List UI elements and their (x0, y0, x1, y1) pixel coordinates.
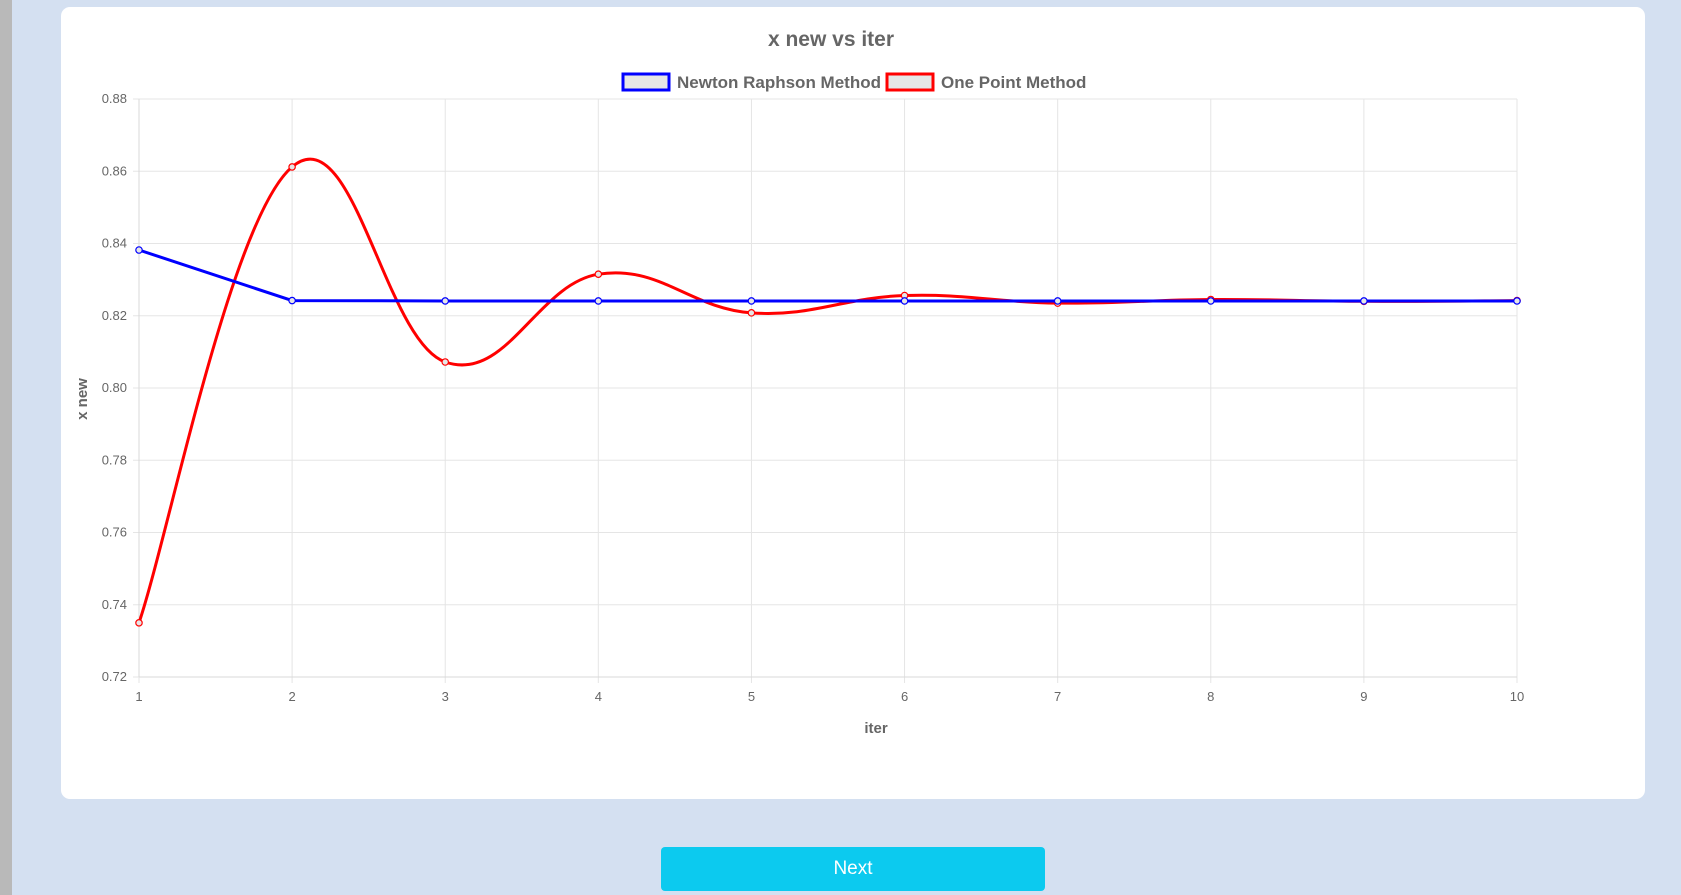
newton-raphson-method-point (1053, 297, 1062, 305)
y-tick-label: 0.80 (102, 380, 127, 395)
y-tick-label: 0.76 (102, 525, 127, 540)
one-point-method-point (441, 358, 450, 366)
legend-item-one-point-method[interactable]: One Point Method (885, 72, 1086, 92)
one-point-method-point (747, 309, 756, 317)
y-tick-label: 0.86 (102, 163, 127, 178)
x-tick-label: 8 (1207, 689, 1214, 704)
newton-raphson-method-point (1513, 297, 1521, 305)
legend-item-newton-raphson-method[interactable]: Newton Raphson Method (621, 72, 881, 92)
line-chart: 0.72 0.74 0.76 0.78 0.80 0.82 0.84 0.86 0.88 1 2 3 4… (74, 28, 1525, 737)
y-tick-label: 0.78 (102, 452, 127, 467)
chart-grid (133, 98, 1518, 683)
newton-raphson-method-point (1206, 297, 1215, 305)
y-tick-label: 0.84 (102, 236, 127, 251)
newton-raphson-method-point (288, 296, 296, 305)
one-point-method-line (137, 157, 1519, 625)
chart-card: 0.72 0.74 0.76 0.78 0.80 0.82 0.84 0.86 0.88 1 2 3 4… (61, 7, 1645, 799)
next-button[interactable]: Next (661, 847, 1045, 891)
one-point-method-point (594, 270, 603, 279)
one-point-method-point (288, 163, 296, 171)
newton-raphson-method-point (135, 246, 143, 254)
x-tick-label: 9 (1360, 689, 1367, 704)
legend-swatch (885, 72, 935, 92)
legend-swatch (621, 72, 671, 92)
x-tick-label: 4 (595, 689, 602, 704)
x-tick-label: 7 (1054, 689, 1061, 704)
y-tick-label: 0.82 (102, 308, 127, 323)
x-tick-label: 10 (1510, 689, 1524, 704)
x-tick-label: 5 (748, 689, 755, 704)
y-tick-label: 0.72 (102, 669, 127, 684)
newton-raphson-method-point (900, 297, 909, 305)
chart-axes: 0.72 0.74 0.76 0.78 0.80 0.82 0.84 0.86 0.88 1 2 3 4… (102, 91, 1525, 704)
x-axis-title: iter (864, 720, 888, 737)
newton-raphson-method-point (747, 297, 756, 305)
newton-raphson-method-line (137, 248, 1519, 303)
legend-label: One Point Method (941, 73, 1086, 92)
x-tick-label: 3 (442, 689, 449, 704)
y-tick-label: 0.88 (102, 91, 127, 106)
legend-label: Newton Raphson Method (677, 73, 881, 92)
y-tick-label: 0.74 (102, 597, 127, 612)
x-tick-label: 2 (288, 689, 295, 704)
x-tick-label: 1 (135, 689, 142, 704)
app-background: 0.72 0.74 0.76 0.78 0.80 0.82 0.84 0.86 0.88 1 2 3 4… (12, 0, 1681, 895)
newton-raphson-method-point (594, 297, 603, 305)
chart-series (135, 157, 1521, 627)
chart-legend: Newton Raphson Method One Point Method (621, 72, 1086, 92)
y-axis-title: x new (74, 378, 91, 420)
x-tick-label: 6 (901, 689, 908, 704)
newton-raphson-method-point (441, 297, 450, 305)
one-point-method-point (135, 619, 143, 627)
chart-title: x new vs iter (768, 28, 894, 51)
newton-raphson-method-point (1360, 297, 1368, 305)
